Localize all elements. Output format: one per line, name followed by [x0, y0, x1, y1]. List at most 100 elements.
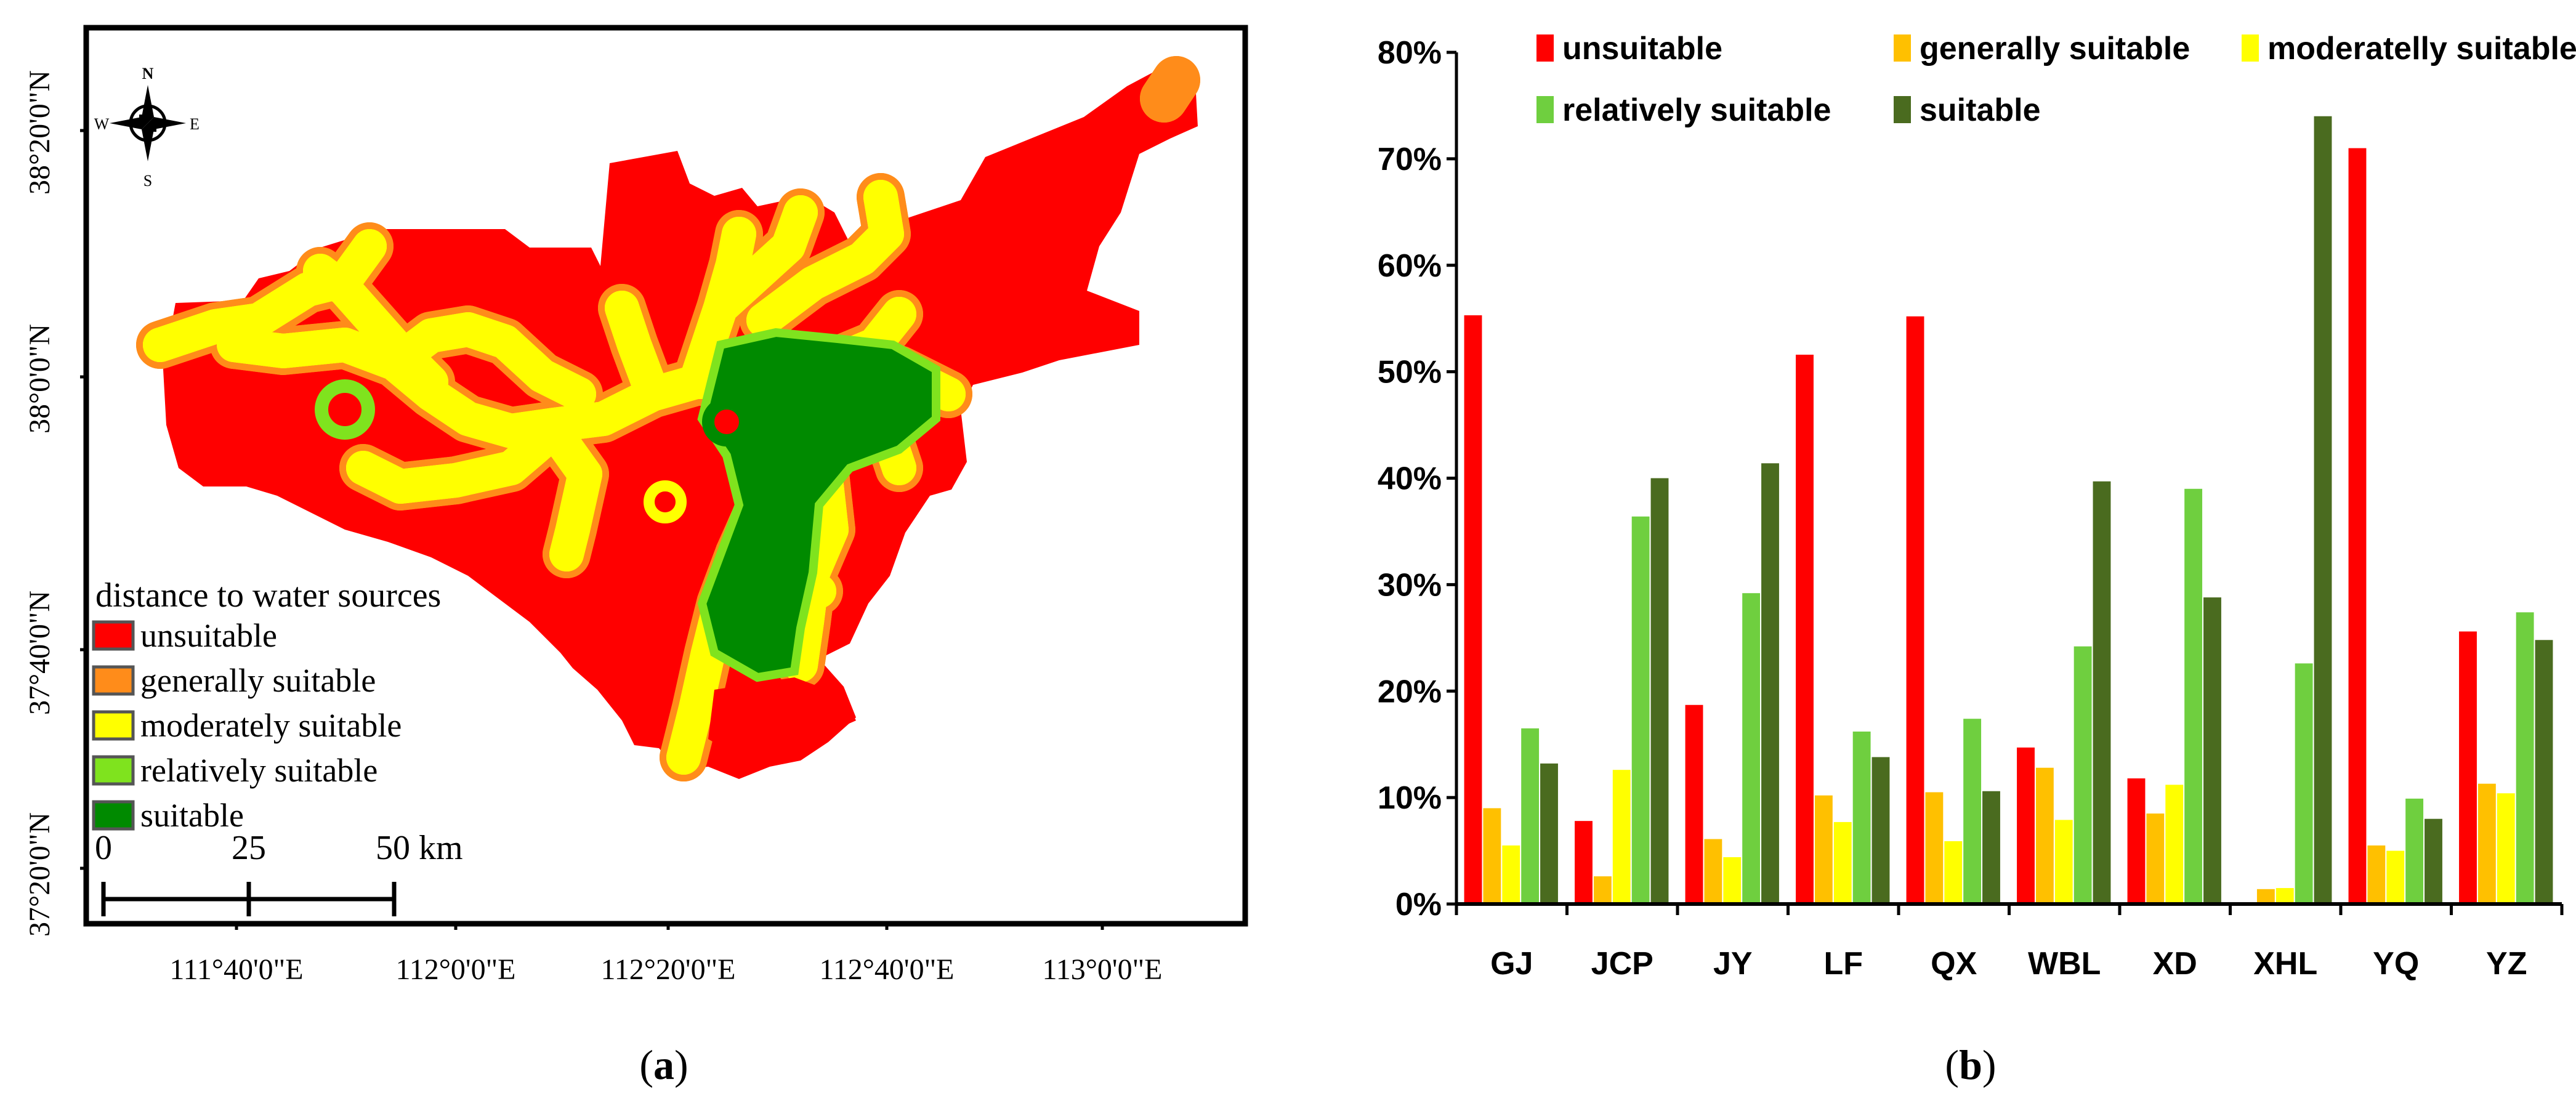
bar-unsuitable-XD: [2127, 778, 2146, 904]
bar-generally-suitable-YZ: [2477, 783, 2496, 904]
map-ring-1: [315, 379, 375, 440]
x-category-label-9: YZ: [2486, 946, 2527, 982]
map-legend-label-4: suitable: [140, 797, 244, 834]
bar-unsuitable-LF: [1796, 354, 1814, 904]
bar-relatively-suitable-WBL: [2073, 646, 2092, 904]
bar-moderatelly-suitable-QX: [1944, 841, 1963, 904]
lon-label-4: 112°40'0"E: [820, 953, 955, 986]
map-region-south-red: [708, 677, 856, 757]
chart-legend-swatch-4: [1894, 96, 1911, 123]
y-tick-label-2: 20%: [1378, 674, 1442, 709]
compass-w: W: [94, 115, 110, 133]
panel-label-a-letter: a: [653, 1041, 674, 1088]
chart-legend-label-2: moderatelly suitable: [2267, 31, 2576, 67]
map-region-unsuitable: [163, 67, 1198, 779]
x-category-label-1: JCP: [1591, 946, 1653, 982]
y-tick-label-4: 40%: [1378, 461, 1442, 497]
map-legend-label-1: generally suitable: [140, 662, 376, 699]
bar-generally-suitable-YQ: [2367, 845, 2386, 904]
bar-unsuitable-QX: [1906, 316, 1924, 904]
scale-label-50: 50 km: [376, 829, 463, 867]
compass-n: N: [142, 65, 154, 83]
lon-label-3: 112°20'0"E: [601, 953, 736, 986]
chart-bars: [1464, 116, 2553, 905]
compass-s: S: [143, 172, 152, 190]
suitability-map: [136, 56, 1200, 781]
bar-moderatelly-suitable-JCP: [1612, 770, 1631, 904]
bar-unsuitable-JY: [1685, 704, 1703, 904]
bar-suitable-YZ: [2535, 640, 2553, 904]
bar-relatively-suitable-LF: [1852, 731, 1871, 904]
x-category-label-3: LF: [1823, 946, 1863, 982]
bar-moderatelly-suitable-YQ: [2386, 850, 2405, 904]
bar-relatively-suitable-XHL: [2295, 663, 2313, 904]
scale-bar: 0 25 50 km: [95, 829, 463, 916]
compass-e: E: [190, 115, 200, 133]
y-tick-label-1: 10%: [1378, 780, 1442, 816]
chart-y-axis: 0% 10% 20% 30% 40% 50% 60% 70% 80%: [1378, 35, 1458, 922]
bar-moderatelly-suitable-LF: [1833, 821, 1852, 904]
bar-generally-suitable-XHL: [2256, 889, 2275, 904]
map-lon-axis: 111°40'0"E 112°0'0"E 112°20'0"E 112°40'0…: [169, 924, 1162, 986]
x-category-label-5: WBL: [2028, 946, 2101, 982]
map-legend-title: distance to water sources: [95, 576, 441, 615]
bar-relatively-suitable-YZ: [2516, 612, 2534, 904]
map-ring-3: [644, 480, 687, 523]
lon-label-2: 112°0'0"E: [396, 953, 516, 986]
map-legend-label-3: relatively suitable: [140, 752, 378, 789]
bar-unsuitable-GJ: [1464, 315, 1482, 904]
y-tick-label-7: 70%: [1378, 142, 1442, 177]
map-ring-2: [702, 397, 751, 446]
compass-rose-icon: [110, 85, 186, 161]
panel-label-a: (a): [639, 1041, 688, 1088]
map-legend: distance to water sources unsuitable gene…: [92, 576, 441, 834]
map-legend-swatch-3: [92, 755, 135, 786]
bar-suitable-GJ: [1540, 763, 1558, 904]
bar-unsuitable-YZ: [2459, 631, 2477, 904]
x-category-label-4: QX: [1931, 946, 1977, 982]
scale-label-0: 0: [95, 829, 112, 867]
bar-moderatelly-suitable-JY: [1723, 857, 1742, 904]
bar-suitable-JY: [1761, 463, 1779, 904]
bar-relatively-suitable-JY: [1742, 593, 1761, 904]
chart-legend: unsuitable generally suitable moderatelly …: [1536, 31, 2576, 128]
bar-suitable-LF: [1871, 757, 1890, 904]
bar-generally-suitable-JY: [1704, 839, 1722, 904]
panel-label-b: (b): [1945, 1041, 1996, 1088]
chart-legend-swatch-2: [2242, 34, 2259, 62]
bar-suitable-XD: [2203, 597, 2221, 904]
x-category-label-2: JY: [1713, 946, 1753, 982]
bar-generally-suitable-QX: [1925, 792, 1944, 904]
chart-legend-swatch-3: [1536, 96, 1554, 123]
chart-legend-label-3: relatively suitable: [1562, 92, 1831, 128]
x-category-label-8: YQ: [2373, 946, 2419, 982]
map-lat-axis: 38°20'0"N 38°0'0"N 37°40'0"N 37°20'0"N: [23, 70, 86, 937]
map-panel: N S W E distance to water sources unsuit…: [23, 25, 1248, 1088]
bar-suitable-QX: [1982, 791, 2000, 904]
panel-label-b-letter: b: [1959, 1041, 1982, 1088]
bar-moderatelly-suitable-YZ: [2497, 793, 2515, 904]
bar-relatively-suitable-JCP: [1631, 516, 1650, 904]
chart-legend-label-1: generally suitable: [1920, 31, 2190, 67]
bar-generally-suitable-GJ: [1483, 808, 1501, 904]
map-legend-label-0: unsuitable: [140, 617, 277, 654]
y-tick-label-5: 50%: [1378, 355, 1442, 390]
bar-suitable-WBL: [2093, 481, 2111, 904]
bar-moderatelly-suitable-XD: [2165, 785, 2184, 904]
bar-moderatelly-suitable-WBL: [2054, 820, 2073, 904]
bar-relatively-suitable-YQ: [2405, 798, 2424, 904]
chart-legend-swatch-0: [1536, 34, 1554, 62]
bar-suitable-JCP: [1650, 478, 1669, 904]
chart-x-axis: GJ JCP JY LF QX WBL XD XHL YQ YZ: [1455, 902, 2564, 982]
x-category-label-0: GJ: [1490, 946, 1533, 982]
bar-relatively-suitable-QX: [1963, 719, 1982, 904]
bar-generally-suitable-WBL: [2035, 767, 2054, 904]
x-category-label-6: XD: [2153, 946, 2197, 982]
x-category-label-7: XHL: [2253, 946, 2317, 982]
bar-relatively-suitable-XD: [2184, 488, 2203, 904]
bar-suitable-XHL: [2314, 116, 2332, 905]
chart-legend-swatch-1: [1894, 34, 1911, 62]
bar-moderatelly-suitable-GJ: [1502, 845, 1520, 904]
chart-legend-label-4: suitable: [1920, 92, 2041, 128]
